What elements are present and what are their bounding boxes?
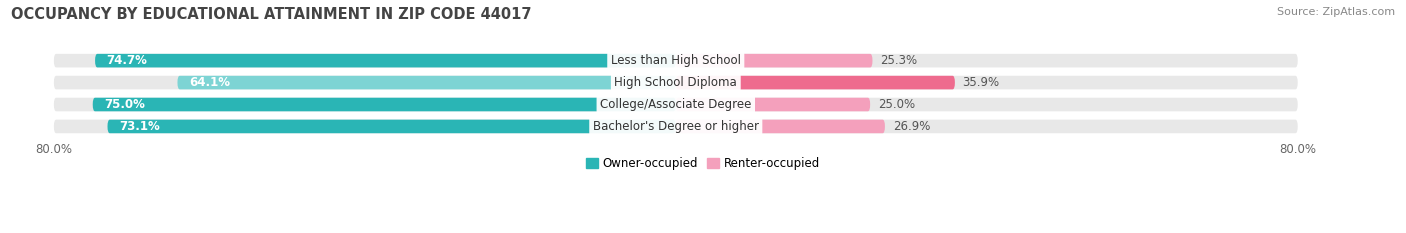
FancyBboxPatch shape bbox=[676, 76, 955, 89]
Text: 73.1%: 73.1% bbox=[120, 120, 160, 133]
Text: 35.9%: 35.9% bbox=[963, 76, 1000, 89]
Text: 75.0%: 75.0% bbox=[104, 98, 145, 111]
Text: Bachelor's Degree or higher: Bachelor's Degree or higher bbox=[593, 120, 759, 133]
Text: 74.7%: 74.7% bbox=[107, 54, 148, 67]
FancyBboxPatch shape bbox=[53, 98, 1298, 111]
FancyBboxPatch shape bbox=[107, 120, 676, 133]
Text: 25.3%: 25.3% bbox=[880, 54, 917, 67]
FancyBboxPatch shape bbox=[676, 120, 884, 133]
FancyBboxPatch shape bbox=[53, 120, 1298, 133]
Legend: Owner-occupied, Renter-occupied: Owner-occupied, Renter-occupied bbox=[581, 152, 825, 175]
FancyBboxPatch shape bbox=[53, 54, 1298, 67]
FancyBboxPatch shape bbox=[177, 76, 676, 89]
FancyBboxPatch shape bbox=[96, 54, 676, 67]
Text: High School Diploma: High School Diploma bbox=[614, 76, 737, 89]
FancyBboxPatch shape bbox=[676, 98, 870, 111]
Text: Less than High School: Less than High School bbox=[610, 54, 741, 67]
Text: 26.9%: 26.9% bbox=[893, 120, 929, 133]
Text: OCCUPANCY BY EDUCATIONAL ATTAINMENT IN ZIP CODE 44017: OCCUPANCY BY EDUCATIONAL ATTAINMENT IN Z… bbox=[11, 7, 531, 22]
Text: Source: ZipAtlas.com: Source: ZipAtlas.com bbox=[1277, 7, 1395, 17]
Text: 25.0%: 25.0% bbox=[877, 98, 915, 111]
FancyBboxPatch shape bbox=[93, 98, 676, 111]
Text: College/Associate Degree: College/Associate Degree bbox=[600, 98, 751, 111]
Text: 64.1%: 64.1% bbox=[190, 76, 231, 89]
FancyBboxPatch shape bbox=[53, 76, 1298, 89]
FancyBboxPatch shape bbox=[676, 54, 873, 67]
